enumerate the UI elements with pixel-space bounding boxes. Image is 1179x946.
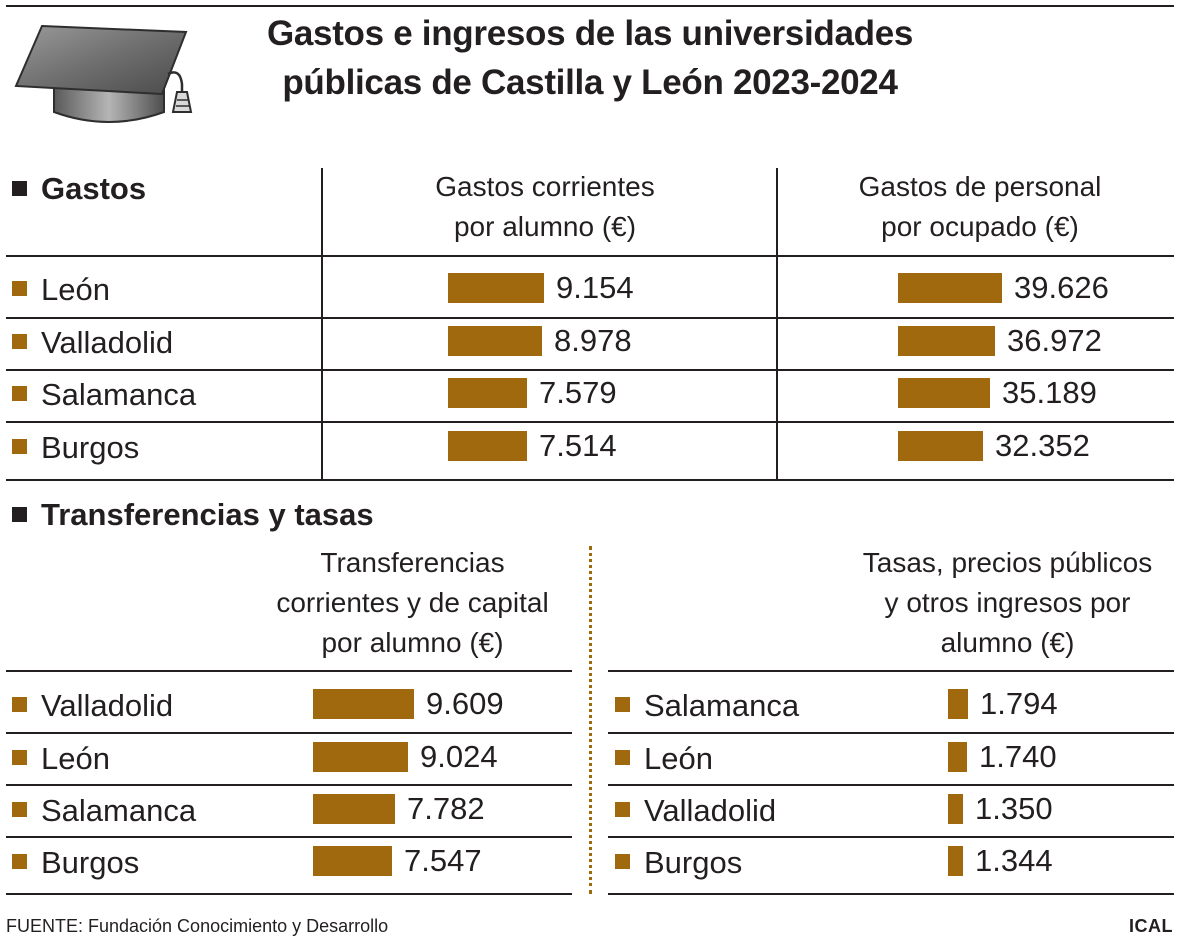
gastos-header-rule xyxy=(6,255,1174,257)
transfer-row-rule xyxy=(6,784,572,786)
transfer-row-label: León xyxy=(12,741,110,777)
chart3-value-label: 9.609 xyxy=(426,686,504,721)
gastos-col-divider-2 xyxy=(776,168,778,481)
chart1-value-label: 8.978 xyxy=(554,323,632,358)
tasas-row-label: León xyxy=(615,741,713,777)
chart1-value-label: 9.154 xyxy=(556,270,634,305)
chart2-value-label: 36.972 xyxy=(1007,323,1102,358)
tasas-header-rule xyxy=(608,670,1174,672)
gastos-row-label: Salamanca xyxy=(12,377,196,413)
chart2-title-line1: Gastos de personal xyxy=(858,171,1102,202)
row-marker xyxy=(615,697,630,712)
chart1-value-label: 7.514 xyxy=(539,428,617,463)
row-marker xyxy=(615,802,630,817)
chart4-value-label: 1.344 xyxy=(975,843,1053,878)
chart2-bar xyxy=(898,273,1002,303)
gastos-row-rule xyxy=(6,369,1174,371)
top-rule xyxy=(6,5,1174,7)
chart4-bar xyxy=(948,794,963,824)
row-marker xyxy=(12,802,27,817)
row-marker xyxy=(615,854,630,869)
chart3-title-line1: Transferencias xyxy=(320,547,505,578)
transfer-row-rule xyxy=(6,836,572,838)
chart4-value-label: 1.794 xyxy=(980,686,1058,721)
chart2-header: Gastos de personal por ocupado (€) xyxy=(790,167,1170,247)
tasas-row-rule xyxy=(608,836,1174,838)
chart3-title-line2: corrientes y de capital xyxy=(276,587,549,618)
chart1-bar xyxy=(448,273,544,303)
chart4-title-line2: y otros ingresos por xyxy=(884,587,1131,618)
graduation-cap-icon xyxy=(14,24,193,123)
chart1-title-line2: por alumno (€) xyxy=(453,211,637,242)
chart3-title-line3: por alumno (€) xyxy=(321,627,504,658)
chart1-header: Gastos corrientes por alumno (€) xyxy=(330,167,760,247)
transfer-header-rule xyxy=(6,670,572,672)
transfer-row-rule xyxy=(6,732,572,734)
section-marker xyxy=(12,507,27,522)
chart3-bar xyxy=(313,846,392,876)
chart4-title-line1: Tasas, precios públicos xyxy=(862,547,1153,578)
gastos-row-rule xyxy=(6,421,1174,423)
gastos-row-label: León xyxy=(12,272,110,308)
tasas-row-label: Burgos xyxy=(615,845,742,881)
chart1-bar xyxy=(448,378,527,408)
chart3-bar xyxy=(313,794,395,824)
row-marker xyxy=(12,334,27,349)
tasas-bottom-rule xyxy=(608,893,1174,895)
chart3-bar xyxy=(313,689,414,719)
chart3-value-label: 7.782 xyxy=(407,791,485,826)
chart1-title-line1: Gastos corrientes xyxy=(435,171,655,202)
chart2-value-label: 35.189 xyxy=(1002,375,1097,410)
tasas-row-label: Valladolid xyxy=(615,793,776,829)
section-title-gastos: Gastos xyxy=(12,171,146,207)
credit-logo: ICAL xyxy=(1129,916,1173,936)
tasas-row-rule xyxy=(608,784,1174,786)
section-title-transferencias: Transferencias y tasas xyxy=(12,497,374,533)
chart4-bar xyxy=(948,846,963,876)
chart4-value-label: 1.740 xyxy=(979,739,1057,774)
page-title-line1: Gastos e ingresos de las universidades xyxy=(266,14,914,53)
gastos-col-divider-1 xyxy=(321,168,323,481)
source-note: FUENTE: Fundación Conocimiento y Desarro… xyxy=(6,916,389,936)
chart3-header: Transferencias corrientes y de capital p… xyxy=(255,543,570,663)
row-marker xyxy=(12,281,27,296)
chart2-value-label: 32.352 xyxy=(995,428,1090,463)
chart1-bar xyxy=(448,326,542,356)
chart3-value-label: 9.024 xyxy=(420,739,498,774)
chart1-bar xyxy=(448,431,527,461)
chart3-value-label: 7.547 xyxy=(404,843,482,878)
tasas-row-rule xyxy=(608,732,1174,734)
row-marker xyxy=(12,854,27,869)
section-marker xyxy=(12,181,27,196)
chart4-header: Tasas, precios públicos y otros ingresos… xyxy=(840,543,1175,663)
chart1-value-label: 7.579 xyxy=(539,375,617,410)
page-title-line2: públicas de Castilla y León 2023-2024 xyxy=(282,63,898,102)
gastos-row-rule xyxy=(6,317,1174,319)
row-marker xyxy=(12,439,27,454)
dotted-divider xyxy=(589,546,592,894)
chart2-bar xyxy=(898,431,983,461)
gastos-row-label: Burgos xyxy=(12,430,139,466)
gastos-bottom-rule xyxy=(6,479,1174,481)
chart4-title-line3: alumno (€) xyxy=(940,627,1075,658)
chart2-bar xyxy=(898,326,995,356)
row-marker xyxy=(12,697,27,712)
chart3-bar xyxy=(313,742,408,772)
tasas-row-label: Salamanca xyxy=(615,688,799,724)
row-marker xyxy=(12,750,27,765)
transfer-row-label: Valladolid xyxy=(12,688,173,724)
chart4-value-label: 1.350 xyxy=(975,791,1053,826)
transfer-row-label: Salamanca xyxy=(12,793,196,829)
chart2-value-label: 39.626 xyxy=(1014,270,1109,305)
row-marker xyxy=(615,750,630,765)
chart4-bar xyxy=(948,742,967,772)
row-marker xyxy=(12,386,27,401)
chart2-bar xyxy=(898,378,990,408)
transfer-row-label: Burgos xyxy=(12,845,139,881)
gastos-row-label: Valladolid xyxy=(12,325,173,361)
chart2-title-line2: por ocupado (€) xyxy=(881,211,1079,242)
chart4-bar xyxy=(948,689,968,719)
transfer-bottom-rule xyxy=(6,893,572,895)
